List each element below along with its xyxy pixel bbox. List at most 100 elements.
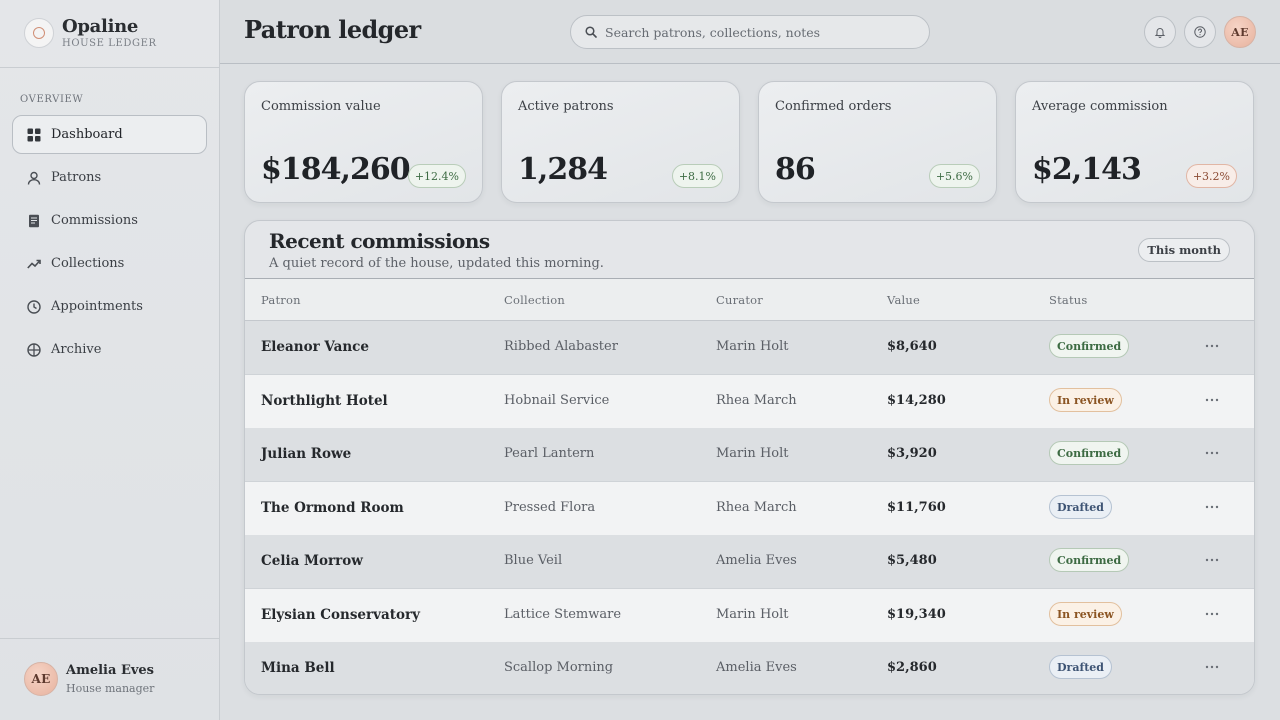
period-filter-button[interactable]: This month xyxy=(1138,238,1230,262)
stat-card-commission-value: Commission value $184,260 +12.4% xyxy=(244,81,483,203)
more-actions-button[interactable] xyxy=(1203,601,1221,627)
more-actions-button[interactable] xyxy=(1203,494,1221,520)
more-icon xyxy=(1205,558,1219,562)
cell-curator: Rhea March xyxy=(716,393,797,408)
sidebar-section-label: OVERVIEW xyxy=(20,94,84,105)
more-icon xyxy=(1205,451,1219,455)
brand[interactable]: Opaline HOUSE LEDGER xyxy=(24,16,157,50)
cell-collection: Blue Veil xyxy=(504,553,563,568)
cell-patron: Eleanor Vance xyxy=(261,339,369,355)
column-header-status[interactable]: Status xyxy=(1049,293,1088,307)
sidebar-item-label: Dashboard xyxy=(51,127,123,142)
card-title: Recent commissions xyxy=(269,229,490,253)
globe-icon xyxy=(27,342,41,357)
stat-card-active-patrons: Active patrons 1,284 +8.1% xyxy=(501,81,740,203)
table-row[interactable]: Celia Morrow Blue Veil Amelia Eves $5,48… xyxy=(245,535,1254,589)
sidebar-divider xyxy=(0,67,219,68)
cell-patron: Julian Rowe xyxy=(261,446,352,462)
status-badge: Confirmed xyxy=(1049,334,1130,358)
more-icon xyxy=(1205,344,1219,348)
status-badge: Drafted xyxy=(1049,655,1112,679)
column-header-curator[interactable]: Curator xyxy=(716,293,764,307)
status-badge: Confirmed xyxy=(1049,548,1130,572)
table-row[interactable]: Northlight Hotel Hobnail Service Rhea Ma… xyxy=(245,375,1254,429)
stat-value: 86 xyxy=(775,152,816,187)
cell-curator: Marin Holt xyxy=(716,607,789,622)
header-avatar[interactable]: AE xyxy=(1224,16,1256,48)
sidebar-item-dashboard[interactable]: Dashboard xyxy=(12,115,207,154)
cell-value: $8,640 xyxy=(887,339,937,354)
cell-patron: Elysian Conservatory xyxy=(261,607,420,623)
stat-change-badge: +5.6% xyxy=(928,164,980,188)
cell-patron: Celia Morrow xyxy=(261,553,363,569)
search-icon xyxy=(585,23,597,42)
help-button[interactable] xyxy=(1184,16,1216,48)
search-bar[interactable] xyxy=(570,15,930,49)
cell-value: $2,860 xyxy=(887,660,937,675)
clock-icon xyxy=(27,299,41,314)
stat-label: Average commission xyxy=(1032,99,1168,114)
more-actions-button[interactable] xyxy=(1203,333,1221,359)
cell-curator: Amelia Eves xyxy=(716,660,797,675)
column-header-value[interactable]: Value xyxy=(887,293,920,307)
stat-label: Confirmed orders xyxy=(775,99,892,114)
sidebar: Opaline HOUSE LEDGER OVERVIEW Dashboard … xyxy=(0,0,220,720)
sidebar-item-patrons[interactable]: Patrons xyxy=(12,158,207,197)
trend-icon xyxy=(27,257,41,271)
cell-curator: Marin Holt xyxy=(716,339,789,354)
stat-card-average-commission: Average commission $2,143 +3.2% xyxy=(1015,81,1254,203)
more-icon xyxy=(1205,665,1219,669)
cell-value: $19,340 xyxy=(887,607,946,622)
bell-icon xyxy=(1154,23,1166,42)
cell-curator: Rhea March xyxy=(716,500,797,515)
more-actions-button[interactable] xyxy=(1203,654,1221,680)
cell-patron: The Ormond Room xyxy=(261,500,404,516)
stat-value: 1,284 xyxy=(518,152,608,187)
stat-label: Active patrons xyxy=(518,99,614,114)
avatar: AE xyxy=(24,662,58,696)
stat-change-badge: +8.1% xyxy=(671,164,723,188)
top-header: Patron ledger AE xyxy=(220,0,1280,64)
cell-collection: Lattice Stemware xyxy=(504,607,622,622)
sidebar-item-appointments[interactable]: Appointments xyxy=(12,287,207,326)
cell-value: $5,480 xyxy=(887,553,937,568)
table-row[interactable]: The Ormond Room Pressed Flora Rhea March… xyxy=(245,482,1254,536)
brand-logo-icon xyxy=(24,18,54,48)
more-actions-button[interactable] xyxy=(1203,387,1221,413)
user-icon xyxy=(27,171,41,185)
more-actions-button[interactable] xyxy=(1203,547,1221,573)
table-row[interactable]: Elysian Conservatory Lattice Stemware Ma… xyxy=(245,589,1254,643)
search-input[interactable] xyxy=(605,24,915,40)
more-actions-button[interactable] xyxy=(1203,440,1221,466)
document-icon xyxy=(27,214,41,228)
sidebar-item-archive[interactable]: Archive xyxy=(12,330,207,369)
stat-value: $2,143 xyxy=(1032,152,1142,187)
cell-value: $14,280 xyxy=(887,393,946,408)
cell-curator: Marin Holt xyxy=(716,446,789,461)
stat-value: $184,260 xyxy=(261,152,411,187)
stat-card-confirmed-orders: Confirmed orders 86 +5.6% xyxy=(758,81,997,203)
cell-collection: Scallop Morning xyxy=(504,660,614,675)
sidebar-nav: Dashboard Patrons Commissions Collection… xyxy=(12,115,207,373)
sidebar-item-collections[interactable]: Collections xyxy=(12,244,207,283)
table-row[interactable]: Eleanor Vance Ribbed Alabaster Marin Hol… xyxy=(245,321,1254,375)
column-header-patron[interactable]: Patron xyxy=(261,293,301,307)
sidebar-footer-divider xyxy=(0,638,219,639)
cell-collection: Pearl Lantern xyxy=(504,446,595,461)
user-role: House manager xyxy=(66,681,155,695)
notifications-button[interactable] xyxy=(1144,16,1176,48)
sidebar-item-label: Collections xyxy=(51,256,125,271)
column-header-collection[interactable]: Collection xyxy=(504,293,565,307)
cell-patron: Mina Bell xyxy=(261,660,335,676)
status-badge: In review xyxy=(1049,388,1122,412)
table-row[interactable]: Mina Bell Scallop Morning Amelia Eves $2… xyxy=(245,642,1254,694)
grid-icon xyxy=(27,128,41,142)
sidebar-item-commissions[interactable]: Commissions xyxy=(12,201,207,240)
status-badge: In review xyxy=(1049,602,1122,626)
sidebar-item-label: Commissions xyxy=(51,213,138,228)
user-profile[interactable]: AE Amelia Eves House manager xyxy=(24,662,154,696)
cell-curator: Amelia Eves xyxy=(716,553,797,568)
table-row[interactable]: Julian Rowe Pearl Lantern Marin Holt $3,… xyxy=(245,428,1254,482)
brand-name: Opaline xyxy=(62,15,139,37)
cell-patron: Northlight Hotel xyxy=(261,393,388,409)
